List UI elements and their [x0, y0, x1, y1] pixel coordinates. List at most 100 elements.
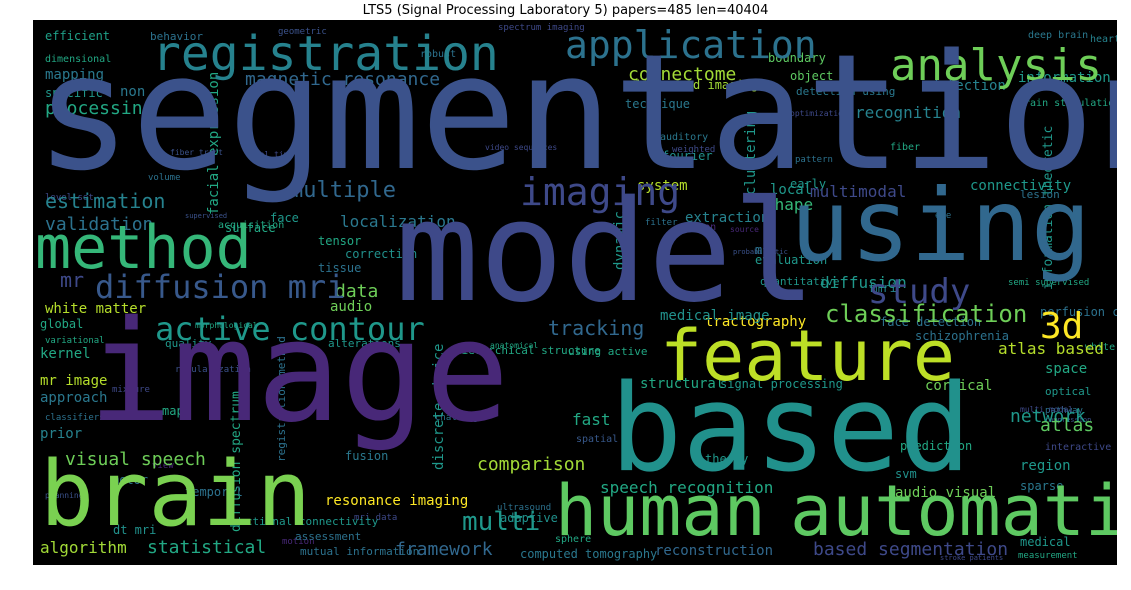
word-magnetic-resonance: magnetic resonance	[245, 69, 440, 90]
word-automatic: automatic	[790, 470, 1117, 552]
word-fast: fast	[572, 410, 611, 429]
word-optimization: optimization	[790, 109, 848, 118]
word-multimodal: multimodal	[810, 182, 906, 201]
word-classifiers: classifiers	[45, 413, 105, 423]
word-recognition: recognition	[855, 103, 961, 122]
word-structural: structural	[640, 376, 724, 392]
word-framework: framework	[395, 539, 493, 560]
word-human: human	[555, 470, 766, 552]
figure-title: LTS5 (Signal Processing Laboratory 5) pa…	[362, 3, 769, 18]
word-brain: brain	[40, 442, 311, 547]
word-mixture: mixture	[112, 385, 150, 395]
word-optical: optical	[1045, 385, 1091, 398]
word-active-contour: active contour	[155, 310, 425, 348]
word-connectivity: connectivity	[970, 178, 1071, 194]
word-system: system	[637, 178, 688, 194]
word-acquisition: acquisition	[218, 220, 284, 231]
word-processing: processing	[45, 98, 153, 119]
word-white: white	[1085, 342, 1115, 353]
word-eye: eye	[935, 211, 951, 221]
word-detection-using: detection using	[796, 85, 895, 98]
word-map: map	[162, 404, 184, 418]
word-motion: motion	[282, 537, 315, 547]
word-stroke-patients: stroke patients	[940, 554, 1003, 562]
word-diffusion-spectrum: diffusion spectrum	[229, 391, 244, 532]
word-imaging: imaging	[520, 170, 680, 214]
word-sparse: sparse	[1020, 479, 1063, 493]
word-fourier: fourier	[662, 149, 713, 163]
word-using-active: using active	[568, 345, 647, 358]
word-segmentation: segmentation	[35, 20, 1117, 206]
word-interactive: interactive	[1045, 442, 1111, 453]
wordcloud-svg: spectrum imaging robust geometric dimension…	[35, 20, 1117, 562]
word-audio: audio	[330, 299, 372, 315]
word-extraction: extraction	[685, 210, 769, 226]
word-robust: robust	[420, 49, 456, 60]
word-morphological: morphological	[195, 321, 258, 330]
word-behavior: behavior	[150, 30, 203, 43]
word-motor: motor	[112, 473, 148, 487]
word-heart: heart	[1090, 34, 1117, 45]
word-comparison: comparison	[477, 454, 585, 475]
word-fmri: fmri	[868, 281, 897, 295]
word-local: local	[770, 182, 812, 198]
word-boundary: boundary	[768, 51, 826, 65]
word-computed-tomography: computed tomography	[520, 547, 657, 561]
word-approach: approach	[40, 390, 107, 406]
word-facial-expression: facial expression	[206, 72, 222, 215]
word-dimensional: dimensional	[45, 54, 111, 65]
word-based-segmentation: based segmentation	[813, 539, 1008, 560]
word-information: information	[1018, 70, 1111, 86]
word-compression: compression	[1045, 416, 1091, 424]
word-fiber-tract: fiber tract	[170, 148, 223, 157]
word-multiple: multiple	[290, 178, 396, 203]
word-spatial: spatial	[576, 434, 618, 445]
word-analysis: analysis	[890, 40, 1102, 91]
word-multi-modal: multi modal	[1020, 405, 1073, 414]
word-quality: quality	[165, 337, 212, 350]
word-object: object	[790, 69, 833, 83]
word-variational: variational	[45, 336, 105, 346]
word-mri: mri	[755, 243, 777, 257]
word-medical: medical	[1020, 535, 1071, 549]
word-method: method	[35, 213, 252, 283]
word-source: source	[730, 225, 759, 234]
word-audio-visual: audio visual	[895, 485, 996, 501]
word-mapping: mapping	[45, 67, 104, 83]
word-using: using	[790, 167, 1091, 284]
word-schizophrenia: schizophrenia	[915, 329, 1009, 343]
word-statistical: statistical	[147, 537, 266, 558]
word-deep-brain: deep brain	[1028, 30, 1088, 41]
word-functional-connectivity: functional connectivity	[226, 515, 379, 528]
word-adaptive: adaptive	[500, 511, 558, 525]
word-temporal: temporal	[185, 485, 243, 499]
word-feature: feature	[660, 315, 955, 397]
word-3d: 3d	[1040, 306, 1083, 347]
word-face-detection: face detection	[880, 315, 981, 329]
word-cortical: cortical	[925, 378, 992, 394]
word-connectome: connectome	[628, 64, 736, 85]
word-planning: planning	[45, 491, 84, 500]
word-real-time: real time	[250, 150, 294, 159]
word-spectrum-imaging: spectrum imaging	[498, 23, 585, 33]
word-multi: multi	[462, 507, 540, 537]
word-signal-processing: signal processing	[720, 377, 843, 391]
word-prediction: prediction	[900, 439, 972, 453]
word-non: non	[120, 84, 145, 100]
word-tissue: tissue	[318, 261, 361, 275]
word-ultrasound: ultrasound	[497, 503, 551, 513]
word-correction: correction	[345, 247, 417, 261]
word-data: data	[335, 281, 378, 302]
word-resonance-imaging: resonance imaging	[325, 493, 468, 509]
word-assessment: assessment	[295, 530, 361, 543]
word-filter: filter	[645, 218, 678, 228]
word-anatomical: anatomical	[490, 341, 538, 350]
word-reconstruction: reconstruction	[655, 543, 773, 559]
word-challenge: challenge	[435, 413, 484, 423]
word-visual-speech: visual speech	[65, 449, 206, 470]
word-mr: mr	[60, 268, 84, 292]
word-validation: validation	[45, 214, 153, 235]
word-tracking: tracking	[548, 316, 644, 340]
word-evaluation: evaluation	[755, 253, 827, 267]
